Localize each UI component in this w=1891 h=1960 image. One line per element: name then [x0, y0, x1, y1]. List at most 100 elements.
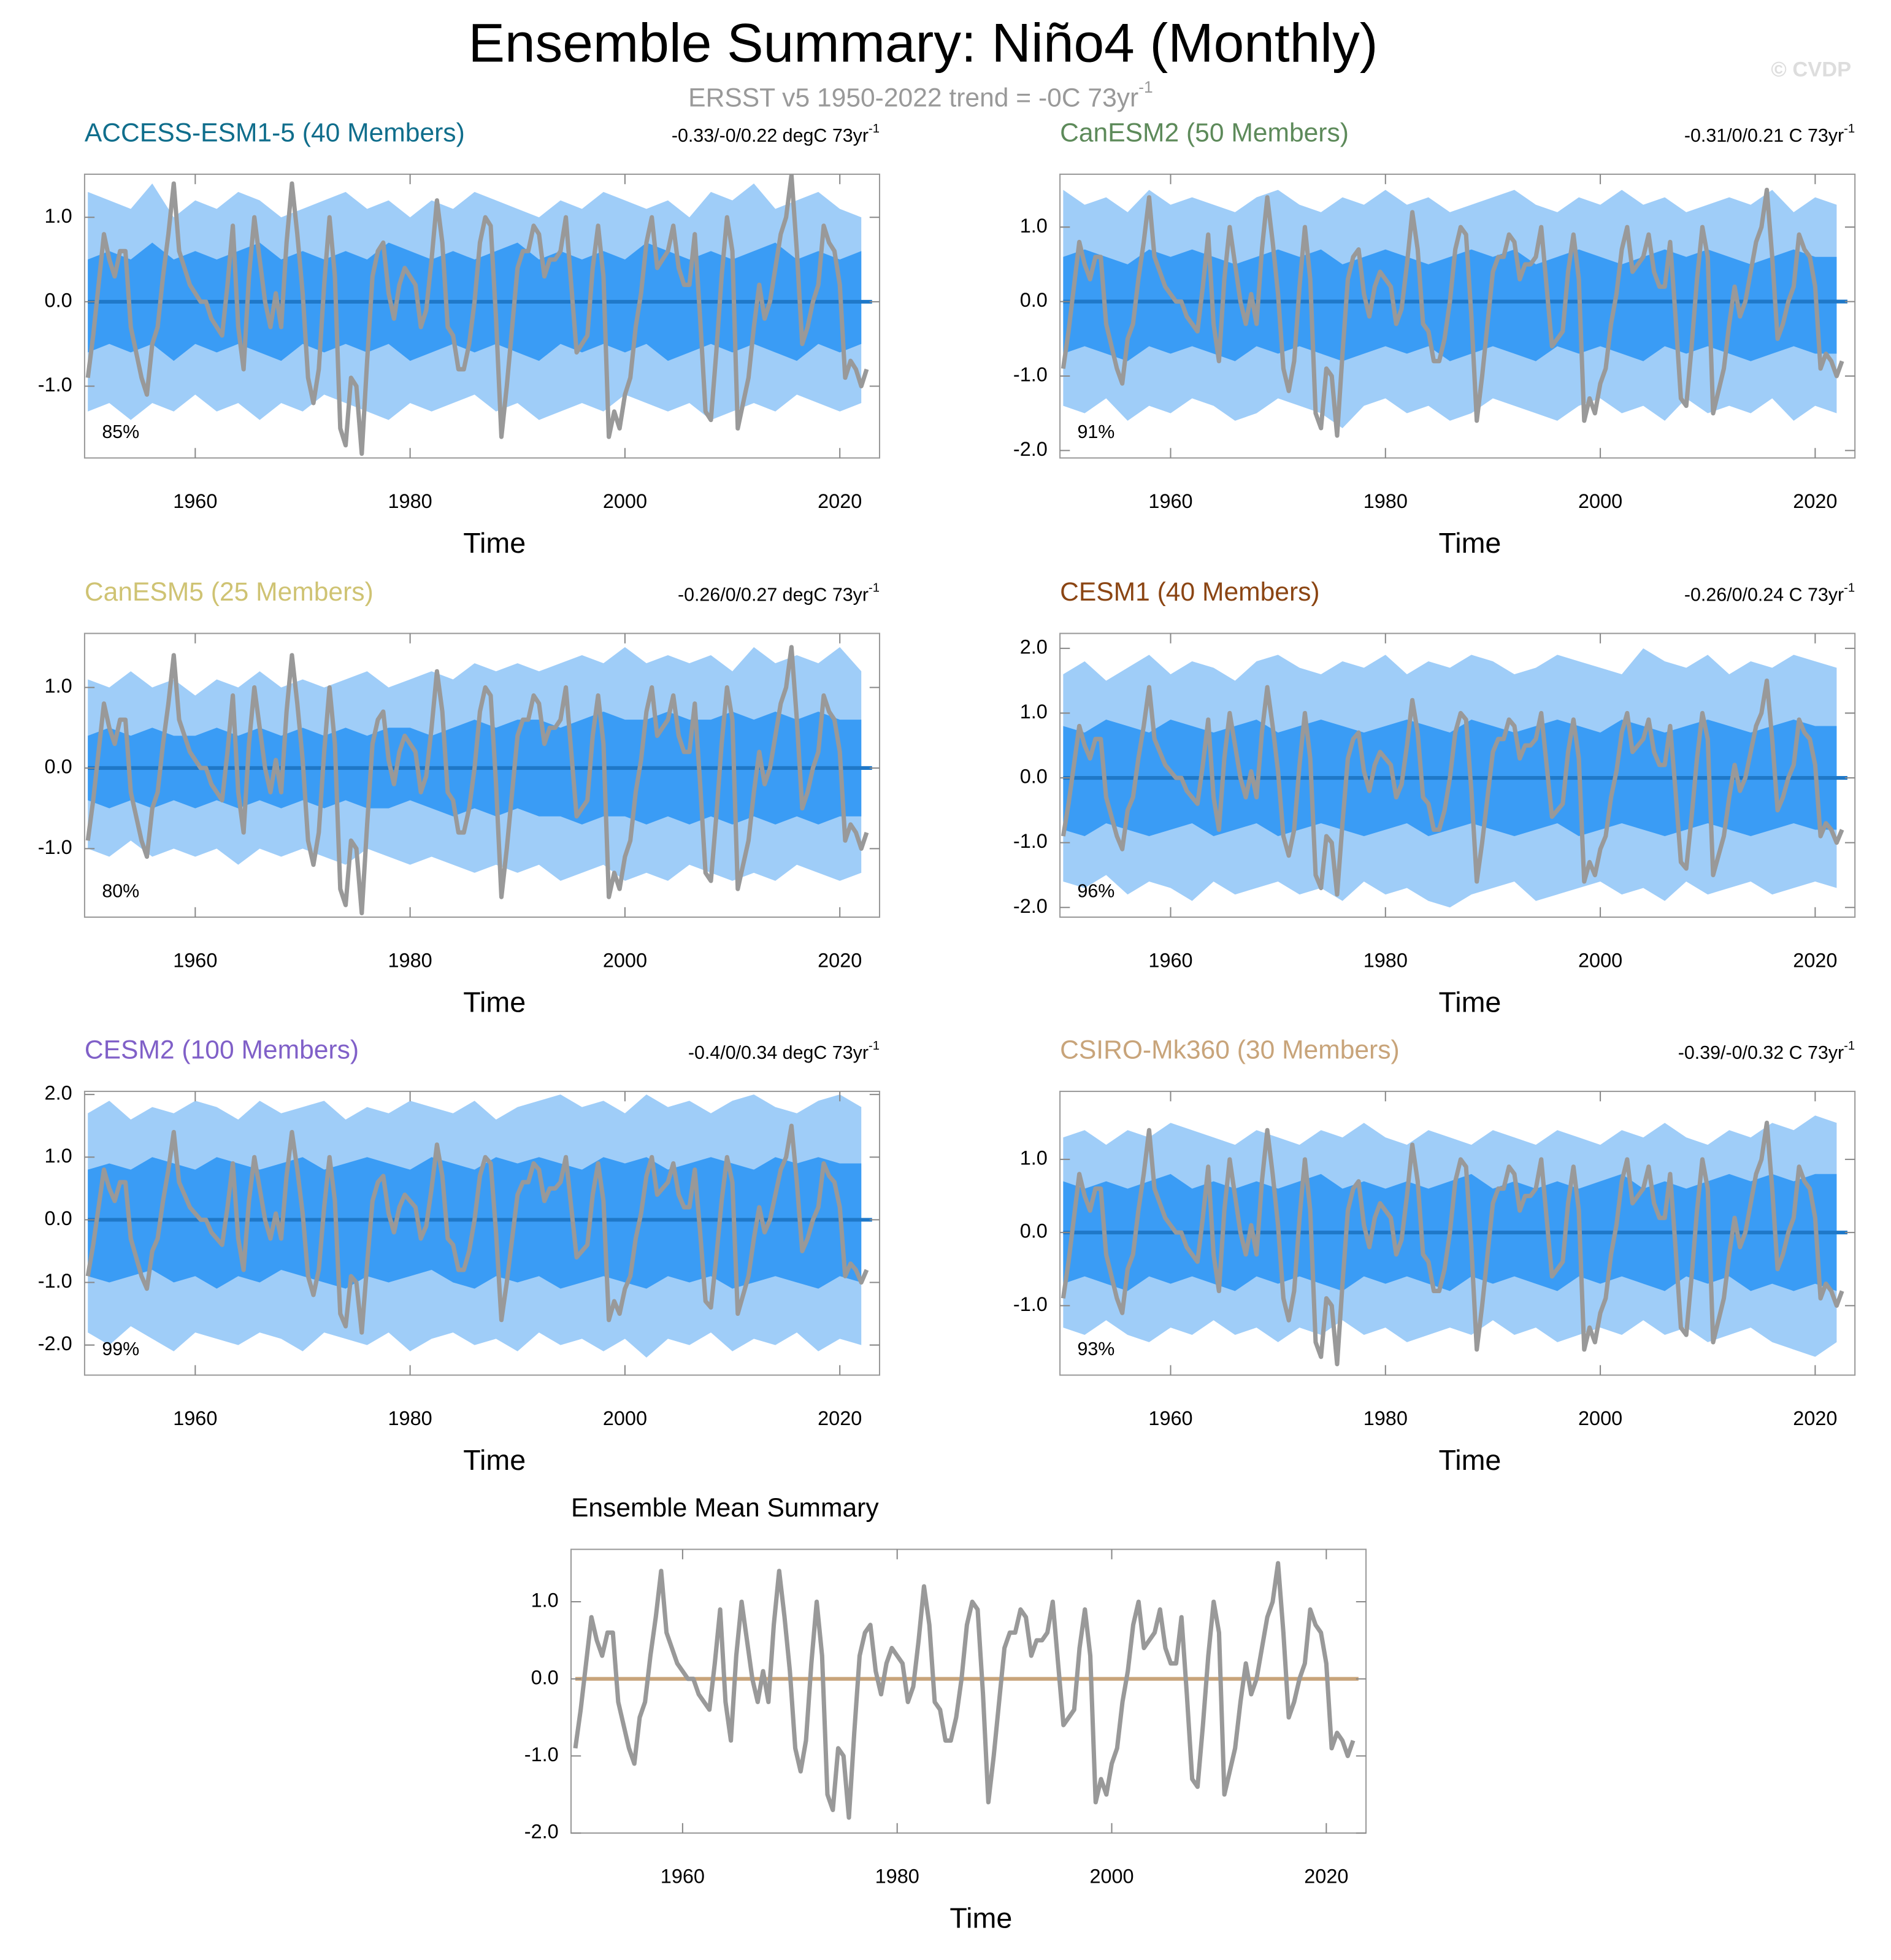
y-tick-label: 0.0: [1020, 766, 1048, 788]
x-tick-label: 2000: [1578, 490, 1622, 512]
plot-area: [85, 645, 872, 916]
panel-annotation: -0.39/-0/0.32 C 73yr-1: [1678, 1039, 1855, 1063]
y-tick-label: -1.0: [1013, 830, 1048, 852]
x-tick-label: 2000: [1578, 950, 1622, 972]
y-tick-label: -2.0: [524, 1821, 559, 1843]
annotation-superscript: -1: [1844, 122, 1855, 136]
y-tick-label: -1.0: [38, 1270, 72, 1292]
panel-title: CanESM5 (25 Members): [85, 577, 374, 607]
y-tick-label: 1.0: [1020, 215, 1048, 237]
x-tick-label: 1980: [388, 1407, 432, 1429]
panel: CanESM2 (50 Members) -0.31/0/0.21 C 73yr-…: [1013, 118, 1856, 559]
plot-frame: [83, 1091, 881, 1376]
x-tick-label: 1980: [388, 490, 432, 512]
plot-frame: [83, 173, 881, 459]
x-tick-label: 1960: [1148, 950, 1192, 972]
y-tick-label: 0.0: [1020, 289, 1048, 311]
panel-annotation: -0.31/0/0.21 C 73yr-1: [1684, 122, 1855, 146]
panel-title: Ensemble Mean Summary: [571, 1493, 879, 1523]
annotation-superscript: -1: [869, 122, 880, 136]
observed-line: [1061, 187, 1844, 438]
panel: ACCESS-ESM1-5 (40 Members) -0.33/-0/0.22 …: [38, 118, 881, 559]
plot-frame: [1059, 1091, 1856, 1376]
plot-area: [1061, 1115, 1847, 1367]
plot-area: [1061, 187, 1847, 438]
x-axis-label: Time: [1438, 1444, 1501, 1476]
percent-label: 80%: [102, 881, 139, 902]
y-tick-label: -2.0: [1013, 895, 1048, 917]
annotation-text: -0.39/-0/0.32 C 73yr: [1678, 1042, 1844, 1063]
x-tick-label: 1960: [173, 490, 217, 512]
x-tick-label: 2020: [818, 490, 862, 512]
figure-title: Ensemble Summary: Niño4 (Monthly): [469, 12, 1378, 74]
x-tick-label: 1960: [1148, 490, 1192, 512]
x-tick-label: 2000: [603, 1407, 647, 1429]
x-tick-label: 1960: [1148, 1407, 1192, 1429]
annotation-text: -0.4/0/0.34 degC 73yr: [688, 1042, 869, 1063]
x-axis-label: Time: [463, 527, 526, 559]
annotation-text: -0.33/-0/0.22 degC 73yr: [672, 125, 869, 146]
y-tick-label: 1.0: [1020, 701, 1048, 723]
annotation-superscript: -1: [869, 1039, 880, 1053]
x-axis-label: Time: [463, 1444, 526, 1476]
panel-title: CSIRO-Mk360 (30 Members): [1060, 1035, 1400, 1064]
percent-label: 85%: [102, 421, 139, 442]
x-tick-label: 1960: [173, 1407, 217, 1429]
panel: CESM2 (100 Members) -0.4/0/0.34 degC 73yr…: [38, 1035, 881, 1476]
x-axis-label: Time: [1438, 986, 1501, 1018]
observed-line: [573, 1561, 1356, 1820]
y-tick-label: 0.0: [45, 289, 72, 311]
plot-frame: [83, 632, 881, 918]
panel: CSIRO-Mk360 (30 Members) -0.39/-0/0.32 C …: [1013, 1035, 1856, 1476]
panel: Ensemble Mean Summary 1960 1980 2000 2020 1.0…: [524, 1493, 1367, 1934]
y-tick-label: 0.0: [45, 1207, 72, 1229]
y-tick-label: -1.0: [38, 836, 72, 858]
percent-label: 91%: [1077, 421, 1114, 442]
x-tick-label: 2020: [818, 1407, 862, 1429]
observed-line: [85, 645, 869, 916]
x-tick-label: 2000: [603, 950, 647, 972]
x-tick-label: 1960: [661, 1866, 705, 1888]
annotation-superscript: -1: [1844, 582, 1855, 595]
y-tick-label: 0.0: [1020, 1220, 1048, 1242]
plot-frame: [1059, 632, 1856, 918]
y-tick-label: 0.0: [531, 1666, 559, 1688]
observed-line: [85, 1123, 869, 1335]
annotation-superscript: -1: [1844, 1039, 1855, 1053]
y-tick-label: 1.0: [1020, 1147, 1048, 1169]
plot-area: [85, 1094, 872, 1358]
panel-title: CanESM2 (50 Members): [1060, 118, 1349, 147]
x-tick-label: 1980: [1364, 490, 1408, 512]
observed-line: [1061, 1120, 1844, 1367]
x-axis-label: Time: [949, 1902, 1012, 1934]
panel: CanESM5 (25 Members) -0.26/0/0.27 degC 73…: [38, 577, 881, 1018]
x-tick-label: 1980: [1364, 950, 1408, 972]
subtitle-text: ERSST v5 1950-2022 trend = -0C 73yr: [688, 83, 1138, 113]
y-tick-label: 1.0: [45, 205, 72, 227]
x-tick-label: 1960: [173, 950, 217, 972]
figure-subtitle: ERSST v5 1950-2022 trend = -0C 73yr-1: [688, 78, 1153, 113]
y-tick-label: 1.0: [45, 1145, 72, 1167]
x-axis-label: Time: [463, 986, 526, 1018]
annotation-superscript: -1: [869, 582, 880, 595]
percent-label: 96%: [1077, 881, 1114, 902]
y-tick-label: 1.0: [531, 1589, 559, 1612]
watermark: © CVDP: [1771, 58, 1851, 82]
plot-area: [85, 174, 872, 456]
percent-label: 93%: [1077, 1339, 1114, 1359]
subtitle-superscript: -1: [1138, 78, 1153, 96]
panel-annotation: -0.26/0/0.27 degC 73yr-1: [678, 582, 880, 605]
x-tick-label: 2020: [818, 950, 862, 972]
x-tick-label: 1980: [875, 1866, 919, 1888]
x-tick-label: 2000: [1089, 1866, 1133, 1888]
y-tick-label: -2.0: [1013, 438, 1048, 460]
x-tick-label: 2020: [1304, 1866, 1348, 1888]
plot-frame: [1059, 173, 1856, 459]
observed-line: [85, 174, 869, 456]
annotation-text: -0.26/0/0.24 C 73yr: [1684, 585, 1844, 605]
x-tick-label: 1980: [388, 950, 432, 972]
panel: CESM1 (40 Members) -0.26/0/0.24 C 73yr-1 1…: [1013, 577, 1856, 1018]
y-tick-label: -1.0: [38, 374, 72, 396]
y-tick-label: 2.0: [45, 1082, 72, 1104]
